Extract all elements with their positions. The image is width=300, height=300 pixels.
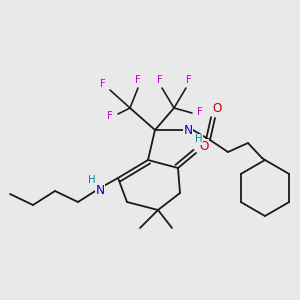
Text: N: N bbox=[95, 184, 105, 196]
Text: F: F bbox=[107, 111, 113, 121]
Text: F: F bbox=[157, 75, 163, 85]
Text: N: N bbox=[183, 124, 193, 137]
Text: H: H bbox=[195, 134, 203, 144]
Text: O: O bbox=[199, 140, 209, 152]
Text: O: O bbox=[212, 103, 222, 116]
Text: F: F bbox=[135, 75, 141, 85]
Text: H: H bbox=[88, 175, 96, 185]
Text: F: F bbox=[100, 79, 106, 89]
Text: F: F bbox=[197, 107, 203, 117]
Text: F: F bbox=[186, 75, 192, 85]
